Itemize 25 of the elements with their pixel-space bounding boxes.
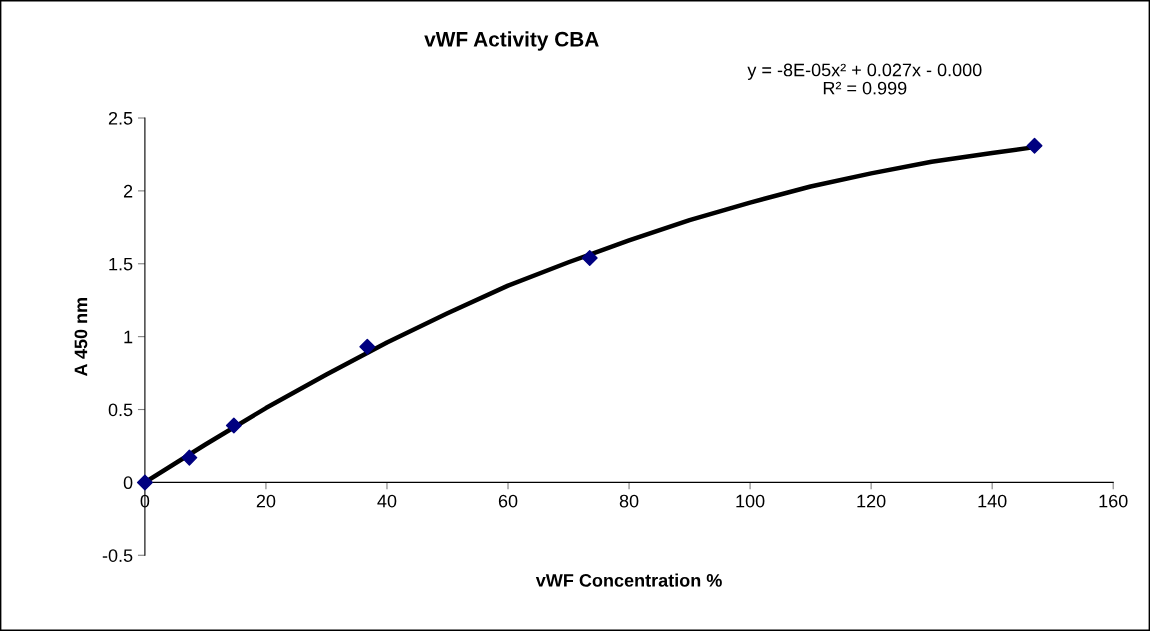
x-tick-label: 120 (857, 494, 886, 508)
point (225, 417, 242, 434)
x-tick-label: 60 (498, 494, 518, 508)
x-axis-title: vWF Concentration % (535, 573, 722, 587)
y-tick-label: -0.5 (102, 549, 133, 562)
x-tick-label: 140 (978, 494, 1007, 508)
y-axis-title: A 450 nm (74, 297, 88, 376)
y-tick-label: 0 (123, 476, 133, 490)
y-tick-label: 2 (123, 184, 133, 198)
y-tick-label: 1.5 (109, 257, 133, 271)
x-tick-label: 40 (377, 494, 397, 508)
x-tick-label: 100 (736, 494, 765, 508)
y-tick-label: 1 (124, 330, 133, 344)
x-tick-label: 160 (1099, 494, 1128, 508)
y-tick-label: 2.5 (108, 111, 133, 125)
point (136, 474, 153, 491)
point (581, 249, 598, 266)
point (181, 449, 198, 466)
chart-title: vWF Activity CBA (424, 31, 599, 51)
x-tick-label: 80 (619, 494, 639, 508)
point (1026, 137, 1043, 154)
y-tick-label: 0.5 (108, 403, 133, 417)
x-tick-label: 20 (256, 494, 276, 508)
point (359, 338, 376, 355)
text: y = -8E-05x² + 0.027x - 0.000 R² = 0.999 (747, 63, 982, 95)
